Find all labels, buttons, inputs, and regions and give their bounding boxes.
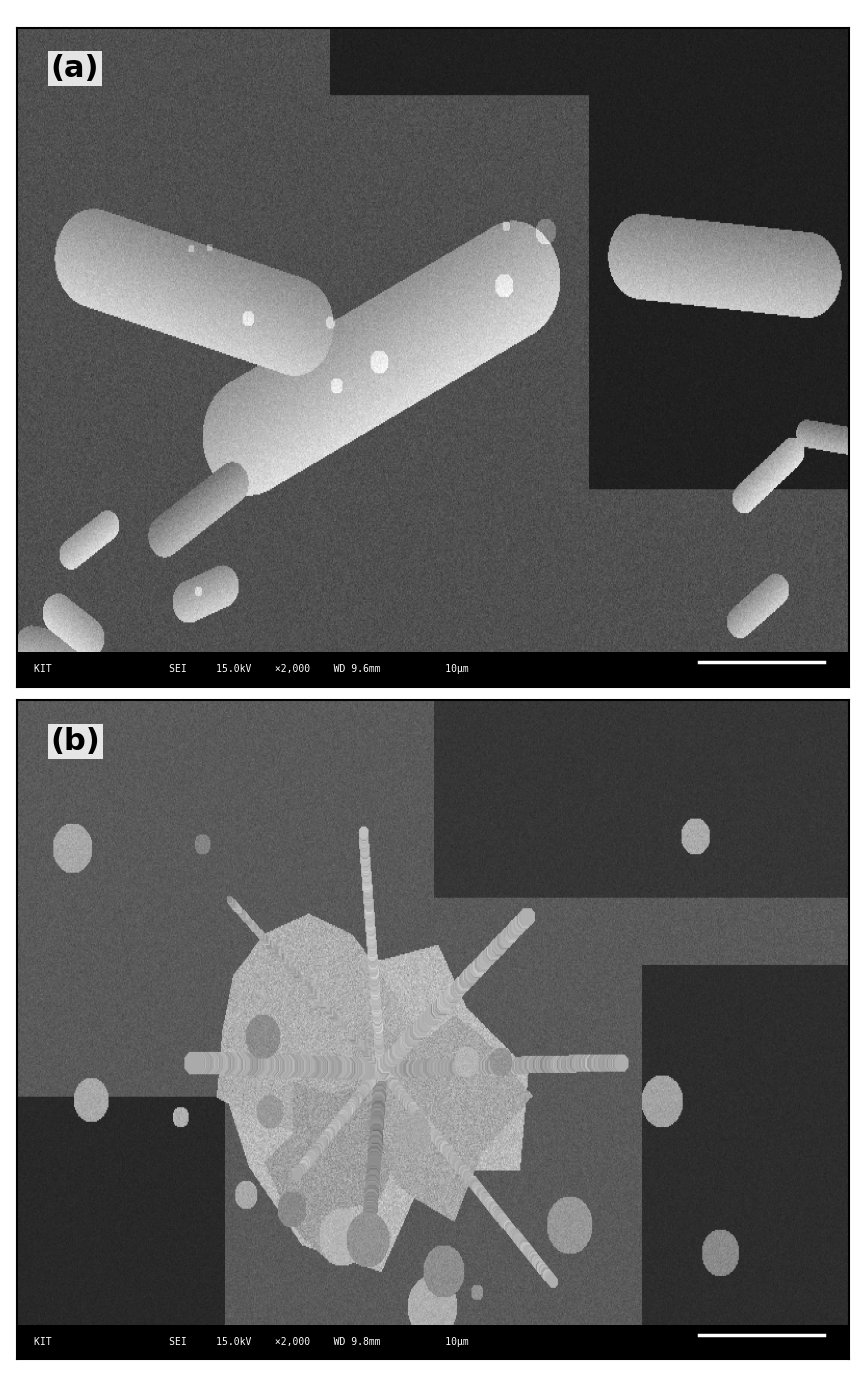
Text: KIT                    SEI     15.0kV    ×2,000    WD 9.6mm           10μm: KIT SEI 15.0kV ×2,000 WD 9.6mm 10μm [34, 664, 469, 674]
Text: (a): (a) [50, 54, 99, 83]
Text: KIT                    SEI     15.0kV    ×2,000    WD 9.8mm           10μm: KIT SEI 15.0kV ×2,000 WD 9.8mm 10μm [34, 1337, 469, 1347]
Text: (b): (b) [50, 727, 100, 756]
